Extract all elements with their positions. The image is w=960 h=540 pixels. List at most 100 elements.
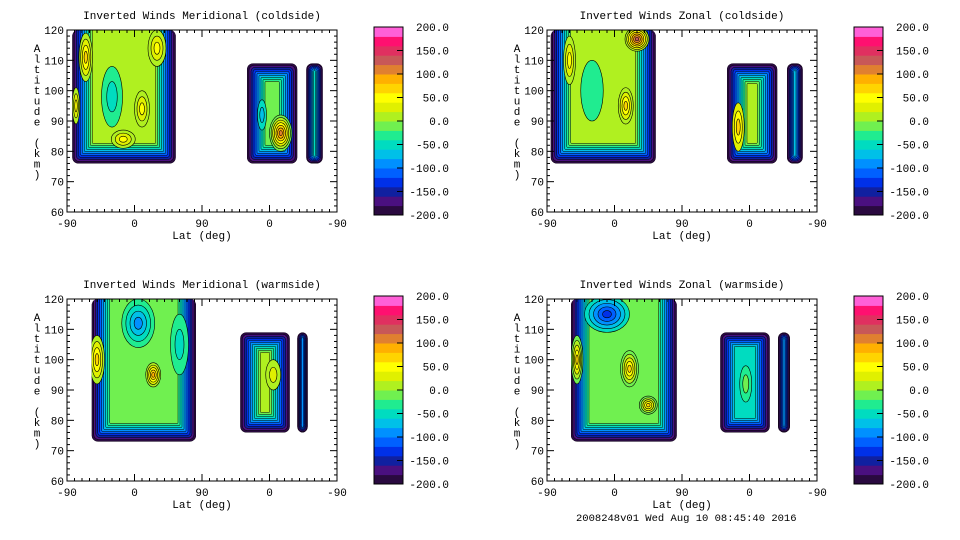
y-axis-label-char: l [34, 324, 41, 336]
y-tick-label: 70 [51, 178, 64, 190]
colorbar-label: 150.0 [416, 47, 449, 59]
contour-feature [627, 364, 632, 373]
y-axis-label-char: ) [514, 439, 521, 451]
y-tick-label: 110 [44, 56, 64, 68]
y-axis-label-char: e [34, 387, 41, 399]
y-axis-label-char: e [514, 118, 521, 130]
colorbar-swatch [854, 45, 883, 56]
colorbar-swatch [854, 380, 883, 391]
x-tick-label: 0 [131, 219, 138, 231]
colorbar-swatch [374, 130, 403, 141]
colorbar-swatch [854, 139, 883, 150]
colorbar-swatch [374, 74, 403, 84]
y-axis-label-char: l [514, 324, 521, 336]
colorbar-label: -200.0 [409, 211, 449, 223]
chart-panel: Inverted Winds Meridional (warmside) 60 70… [34, 280, 449, 512]
x-tick-label: 0 [266, 219, 273, 231]
colorbar-swatch [374, 196, 403, 207]
y-axis-label-char: ( [514, 139, 521, 151]
colorbar-swatch [374, 474, 403, 485]
contour-feature [602, 310, 612, 319]
contour-feature [646, 403, 651, 408]
y-axis-label-char: d [514, 107, 521, 119]
contour-feature [133, 316, 143, 330]
x-tick-label: 0 [746, 488, 753, 500]
colorbar-swatch [374, 102, 403, 113]
y-axis-label-char: u [514, 97, 521, 109]
contour-feature [118, 135, 128, 143]
y-tick-label: 60 [531, 208, 544, 220]
colorbar-label: 0.0 [909, 386, 929, 398]
x-tick-label: -90 [327, 488, 347, 500]
x-tick-label: -90 [57, 488, 77, 500]
x-tick-label: -90 [537, 488, 557, 500]
y-axis-label-char: A [514, 44, 521, 56]
colorbar-swatch [854, 149, 883, 160]
contour-level [793, 69, 797, 157]
colorbar-label: -50.0 [896, 141, 929, 153]
colorbar-swatch [374, 149, 403, 160]
y-tick-label: 100 [44, 87, 64, 99]
colorbar-swatch [374, 64, 403, 75]
colorbar-label: 200.0 [896, 292, 929, 304]
y-tick-label: 120 [44, 26, 64, 38]
colorbar-swatch [374, 380, 403, 391]
colorbar-swatch [374, 333, 403, 344]
contour-level [313, 70, 316, 157]
x-tick-label: 0 [611, 219, 618, 231]
colorbar-label: 150.0 [896, 316, 929, 328]
contour-block [550, 30, 656, 164]
y-axis-label-char: i [34, 76, 41, 88]
y-axis-label-char: u [34, 97, 41, 109]
y-axis-label-char: ( [514, 408, 521, 420]
chart-title: Inverted Winds Meridional (warmside) [83, 280, 321, 292]
colorbar-label: 200.0 [896, 23, 929, 35]
colorbar-swatch [854, 371, 883, 382]
colorbar: 200.0 150.0 100.0 50.0 0.0 -50.0 -100.0 -150.0 -… [853, 292, 929, 492]
x-tick-label: 90 [675, 219, 688, 231]
colorbar-swatch [374, 305, 403, 316]
x-axis-label: Lat (deg) [172, 500, 231, 512]
contour-block [306, 63, 323, 164]
y-axis-label-char: t [34, 65, 41, 77]
y-axis-label-char: m [34, 160, 41, 172]
y-axis-label-char: i [514, 345, 521, 357]
y-axis-label-char: d [514, 376, 521, 388]
colorbar-label: 150.0 [416, 316, 449, 328]
y-tick-label: 100 [524, 87, 544, 99]
colorbar-swatch [374, 399, 403, 410]
colorbar-swatch [854, 27, 883, 37]
colorbar-label: 0.0 [909, 117, 929, 129]
x-tick-label: -90 [807, 219, 827, 231]
colorbar-swatch [854, 74, 883, 84]
contour-block [240, 332, 290, 433]
contour-feature [580, 60, 604, 122]
y-axis-label-char: m [514, 160, 521, 172]
colorbar-swatch [854, 83, 883, 94]
x-tick-label: 90 [195, 219, 208, 231]
y-tick-label: 100 [524, 356, 544, 368]
colorbar-swatch [374, 324, 403, 335]
contour-feature [106, 81, 118, 113]
y-tick-label: 80 [51, 147, 64, 159]
footer-timestamp: 2008248v01 Wed Aug 10 08:45:40 2016 [576, 513, 797, 525]
colorbar-swatch [374, 168, 403, 178]
y-axis-label-char: u [514, 366, 521, 378]
x-tick-label: 0 [266, 488, 273, 500]
colorbar-swatch [854, 130, 883, 141]
colorbar-swatch [854, 343, 883, 353]
colorbar-label: -150.0 [409, 188, 449, 200]
colorbar-swatch [854, 361, 883, 372]
colorbar-swatch [854, 205, 883, 216]
y-axis-label-char: ) [34, 170, 41, 182]
colorbar-label: -50.0 [416, 410, 449, 422]
colorbar-swatch [374, 92, 403, 103]
colorbar-swatch [374, 465, 403, 476]
colorbar-label: -50.0 [416, 141, 449, 153]
y-axis-label-char: A [514, 313, 521, 325]
contour-level [301, 336, 304, 429]
chart-title: Inverted Winds Meridional (coldside) [83, 11, 321, 23]
colorbar-swatch [374, 177, 403, 188]
colorbar-swatch [854, 121, 883, 131]
